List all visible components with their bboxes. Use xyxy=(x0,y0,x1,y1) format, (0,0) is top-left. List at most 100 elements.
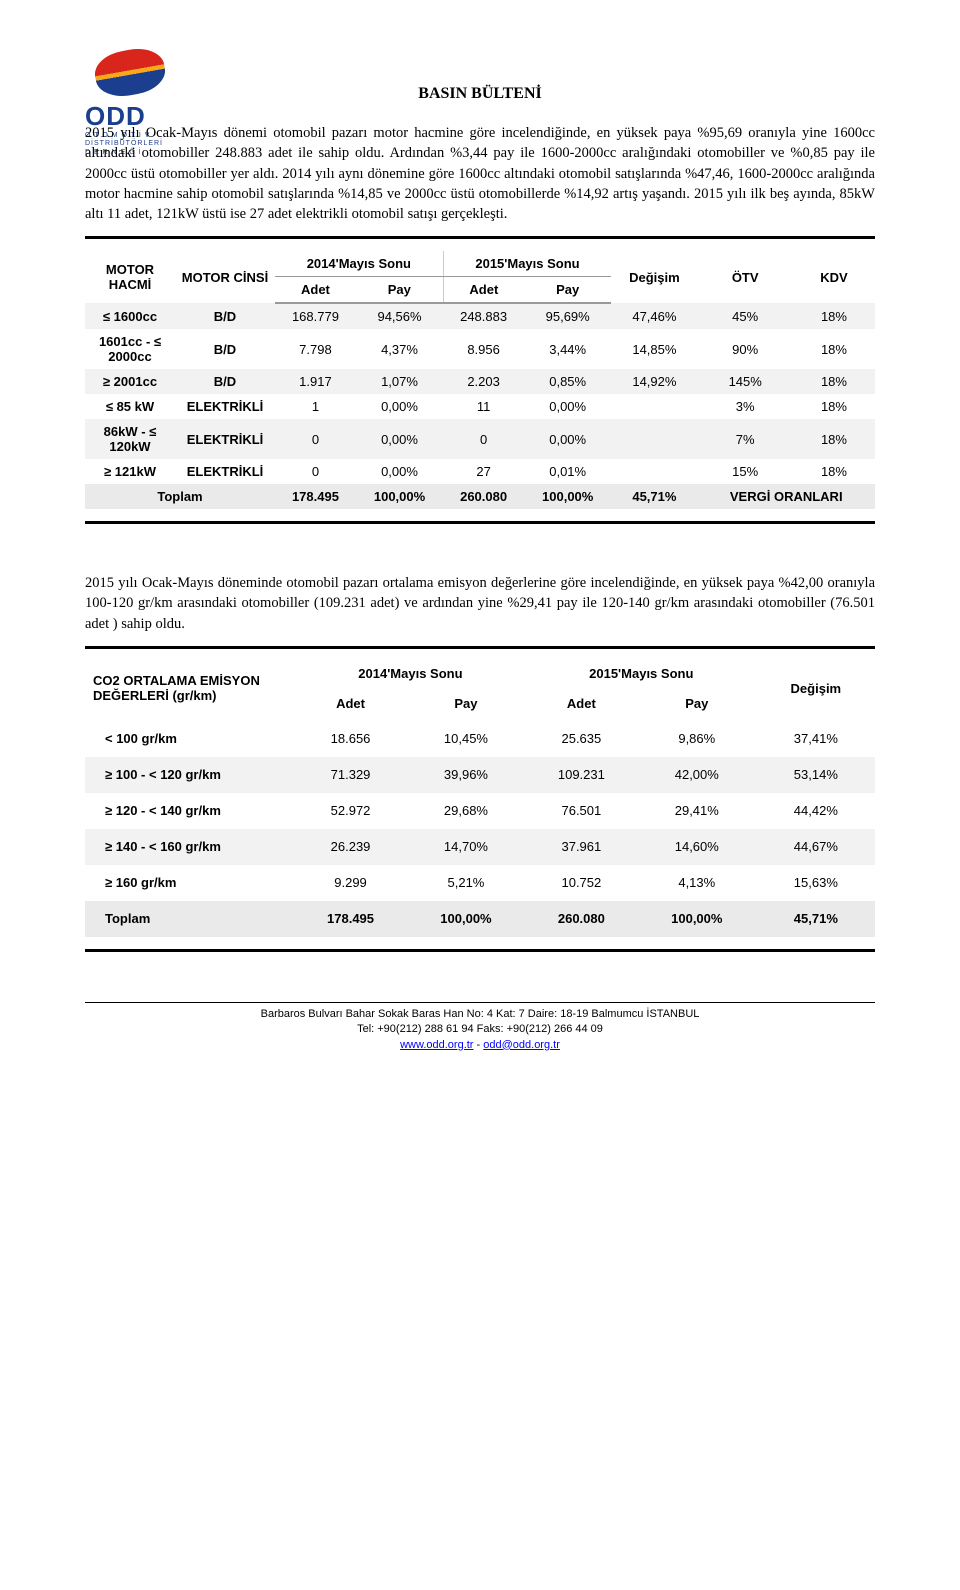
cell-adet2: 11 xyxy=(443,394,524,419)
table-row: < 100 gr/km18.65610,45%25.6359,86%37,41% xyxy=(85,721,875,757)
cell-pay2: 95,69% xyxy=(524,303,611,329)
cell-pay1: 5,21% xyxy=(406,865,526,901)
th-adet1b: Adet xyxy=(295,691,406,721)
cell-adet1: 168.779 xyxy=(275,303,356,329)
table-row: ≥ 100 - < 120 gr/km71.32939,96%109.23142… xyxy=(85,757,875,793)
cell-adet1: 9.299 xyxy=(295,865,406,901)
cell-hacmi: 1601cc - ≤ 2000cc xyxy=(85,329,175,369)
cell-adet1: 26.239 xyxy=(295,829,406,865)
footer-address: Barbaros Bulvarı Bahar Sokak Baras Han N… xyxy=(261,1008,700,1020)
th-adet2: Adet xyxy=(443,277,524,304)
table-total-row: Toplam178.495100,00%260.080100,00%45,71% xyxy=(85,901,875,937)
cell-cinsi: ELEKTRİKLİ xyxy=(175,459,275,484)
paragraph-1: 2015 yılı Ocak-Mayıs dönemi otomobil paz… xyxy=(85,123,875,224)
cell-otv: 15% xyxy=(697,459,792,484)
cell-pay1: 100,00% xyxy=(406,901,526,937)
table-row: ≤ 1600ccB/D168.77994,56%248.88395,69%47,… xyxy=(85,303,875,329)
motor-hacmi-table: MOTOR HACMİ MOTOR CİNSİ 2014'Mayıs Sonu … xyxy=(85,251,875,509)
cell-pay1: 1,07% xyxy=(356,369,443,394)
th-2015: 2015'Mayıs Sonu xyxy=(443,251,611,277)
cell-otv: 145% xyxy=(697,369,792,394)
cell-kdv: 18% xyxy=(793,329,875,369)
cell-pay2: 4,13% xyxy=(637,865,757,901)
cell-cinsi: ELEKTRİKLİ xyxy=(175,394,275,419)
table-row: ≥ 120 - < 140 gr/km52.97229,68%76.50129,… xyxy=(85,793,875,829)
cell-chg: 47,46% xyxy=(611,303,697,329)
cell-cinsi: B/D xyxy=(175,329,275,369)
cell-total-label: Toplam xyxy=(85,901,295,937)
emisyon-table: CO2 ORTALAMA EMİSYON DEĞERLERİ (gr/km) 2… xyxy=(85,661,875,937)
cell-adet2: 248.883 xyxy=(443,303,524,329)
cell-kdv: 18% xyxy=(793,459,875,484)
cell-kdv: 18% xyxy=(793,369,875,394)
cell-hacmi: ≤ 1600cc xyxy=(85,303,175,329)
cell-pay2: 29,41% xyxy=(637,793,757,829)
cell-pay2: 3,44% xyxy=(524,329,611,369)
paragraph-2: 2015 yılı Ocak-Mayıs döneminde otomobil … xyxy=(85,573,875,634)
cell-adet2: 260.080 xyxy=(526,901,637,937)
footer: Barbaros Bulvarı Bahar Sokak Baras Han N… xyxy=(85,1002,875,1053)
cell-kdv: 18% xyxy=(793,303,875,329)
divider xyxy=(85,521,875,524)
cell-hacmi: ≥ 121kW xyxy=(85,459,175,484)
cell-chg xyxy=(611,459,697,484)
cell-adet1: 1.917 xyxy=(275,369,356,394)
cell-pay2: 0,01% xyxy=(524,459,611,484)
footer-mail[interactable]: odd@odd.org.tr xyxy=(483,1039,560,1051)
cell-adet2: 10.752 xyxy=(526,865,637,901)
cell-otv: 7% xyxy=(697,419,792,459)
cell-hacmi: ≤ 85 kW xyxy=(85,394,175,419)
cell-pay1: 100,00% xyxy=(356,484,443,509)
th-pay2b: Pay xyxy=(637,691,757,721)
cell-range: ≥ 120 - < 140 gr/km xyxy=(85,793,295,829)
cell-adet1: 178.495 xyxy=(295,901,406,937)
th-kdv: KDV xyxy=(793,251,875,303)
table-total-row: Toplam178.495100,00%260.080100,00%45,71%… xyxy=(85,484,875,509)
cell-otv: 45% xyxy=(697,303,792,329)
th-adet1: Adet xyxy=(275,277,356,304)
th-otv: ÖTV xyxy=(697,251,792,303)
th-adet2b: Adet xyxy=(526,691,637,721)
th-2015b: 2015'Mayıs Sonu xyxy=(526,661,757,691)
cell-adet2: 76.501 xyxy=(526,793,637,829)
divider xyxy=(85,646,875,649)
divider xyxy=(85,949,875,952)
cell-otv: 90% xyxy=(697,329,792,369)
cell-pay2: 0,85% xyxy=(524,369,611,394)
cell-pay1: 0,00% xyxy=(356,459,443,484)
cell-cinsi: B/D xyxy=(175,369,275,394)
cell-chg: 45,71% xyxy=(611,484,697,509)
th-motor-hacmi: MOTOR HACMİ xyxy=(85,251,175,303)
cell-adet1: 52.972 xyxy=(295,793,406,829)
cell-pay1: 0,00% xyxy=(356,419,443,459)
cell-adet2: 25.635 xyxy=(526,721,637,757)
th-co2: CO2 ORTALAMA EMİSYON DEĞERLERİ (gr/km) xyxy=(85,661,295,721)
cell-vergi: VERGİ ORANLARI xyxy=(697,484,875,509)
cell-range: ≥ 100 - < 120 gr/km xyxy=(85,757,295,793)
table-row: ≤ 85 kWELEKTRİKLİ10,00%110,00%3%18% xyxy=(85,394,875,419)
page-title: BASIN BÜLTENİ xyxy=(85,85,875,103)
cell-pay1: 10,45% xyxy=(406,721,526,757)
cell-hacmi: ≥ 2001cc xyxy=(85,369,175,394)
cell-chg: 14,92% xyxy=(611,369,697,394)
table-row: 1601cc - ≤ 2000ccB/D7.7984,37%8.9563,44%… xyxy=(85,329,875,369)
cell-adet2: 2.203 xyxy=(443,369,524,394)
cell-chg xyxy=(611,419,697,459)
cell-adet2: 0 xyxy=(443,419,524,459)
cell-adet1: 0 xyxy=(275,419,356,459)
footer-url[interactable]: www.odd.org.tr xyxy=(400,1039,473,1051)
cell-pay1: 14,70% xyxy=(406,829,526,865)
footer-sep: - xyxy=(473,1039,483,1051)
th-pay1b: Pay xyxy=(406,691,526,721)
cell-chg: 45,71% xyxy=(757,901,875,937)
cell-adet2: 8.956 xyxy=(443,329,524,369)
cell-chg: 15,63% xyxy=(757,865,875,901)
cell-chg: 14,85% xyxy=(611,329,697,369)
table-row: ≥ 121kWELEKTRİKLİ00,00%270,01%15%18% xyxy=(85,459,875,484)
cell-pay2: 14,60% xyxy=(637,829,757,865)
th-pay1: Pay xyxy=(356,277,443,304)
cell-pay1: 4,37% xyxy=(356,329,443,369)
table-row: ≥ 2001ccB/D1.9171,07%2.2030,85%14,92%145… xyxy=(85,369,875,394)
cell-pay2: 9,86% xyxy=(637,721,757,757)
cell-adet1: 18.656 xyxy=(295,721,406,757)
